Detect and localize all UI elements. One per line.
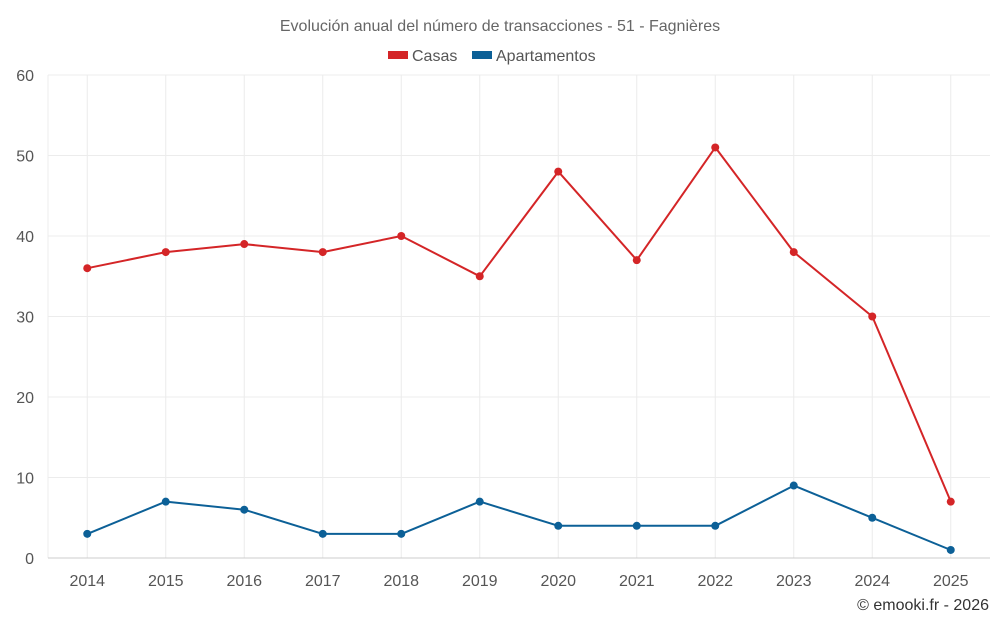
data-point-casas[interactable] — [240, 240, 249, 249]
x-axis: 2014 2015 2016 2017 2018 2019 2020 2021 2022 2023… — [69, 573, 968, 590]
credit-text: © emooki.fr - 2026 — [857, 597, 989, 614]
data-point-casas[interactable] — [946, 497, 955, 506]
y-axis: 0 10 20 30 40 50 60 — [16, 68, 34, 568]
data-point-apartamentos[interactable] — [632, 521, 641, 530]
data-point-casas[interactable] — [83, 264, 92, 273]
data-point-apartamentos[interactable] — [475, 497, 484, 506]
legend-label-casas[interactable]: Casas — [412, 48, 457, 65]
data-point-casas[interactable] — [397, 232, 406, 240]
x-tick-label: 2025 — [933, 573, 969, 590]
plot-area — [83, 143, 955, 554]
y-tick-label: 30 — [16, 310, 34, 327]
x-tick-label: 2024 — [854, 573, 890, 590]
legend-swatch-casas — [388, 51, 408, 59]
y-tick-label: 20 — [16, 390, 34, 407]
data-point-apartamentos[interactable] — [946, 545, 955, 554]
x-tick-label: 2018 — [383, 573, 419, 590]
x-tick-label: 2020 — [540, 573, 576, 590]
x-tick-label: 2022 — [697, 573, 733, 590]
data-point-casas[interactable] — [789, 248, 798, 257]
data-point-apartamentos[interactable] — [711, 521, 720, 530]
x-tick-label: 2023 — [776, 573, 812, 590]
data-point-apartamentos[interactable] — [318, 529, 327, 538]
x-tick-label: 2019 — [462, 573, 498, 590]
y-tick-label: 60 — [16, 68, 34, 85]
x-tick-label: 2017 — [305, 573, 341, 590]
data-point-casas[interactable] — [475, 272, 484, 281]
data-point-apartamentos[interactable] — [240, 505, 249, 514]
legend: Casas Apartamentos — [388, 48, 596, 65]
data-point-casas[interactable] — [161, 248, 170, 257]
legend-swatch-apartamentos — [472, 51, 492, 59]
data-point-apartamentos[interactable] — [789, 481, 798, 490]
x-tick-label: 2016 — [226, 573, 262, 590]
x-tick-label: 2014 — [69, 573, 105, 590]
grid — [47, 74, 990, 559]
data-point-casas[interactable] — [554, 167, 563, 176]
x-tick-label: 2015 — [148, 573, 184, 590]
y-tick-label: 50 — [16, 149, 34, 166]
y-tick-label: 0 — [25, 551, 34, 568]
data-point-apartamentos[interactable] — [83, 529, 92, 538]
data-point-casas[interactable] — [868, 312, 877, 321]
y-tick-label: 10 — [16, 471, 34, 488]
y-tick-label: 40 — [16, 229, 34, 246]
data-point-apartamentos[interactable] — [397, 529, 406, 538]
data-point-casas[interactable] — [711, 143, 720, 152]
legend-label-apartamentos[interactable]: Apartamentos — [496, 48, 596, 65]
data-point-apartamentos[interactable] — [868, 513, 877, 522]
x-tick-label: 2021 — [619, 573, 655, 590]
series-line-casas — [87, 146, 952, 502]
chart-title: Evolución anual del número de transaccio… — [280, 18, 720, 35]
data-point-apartamentos[interactable] — [554, 521, 563, 530]
data-point-casas[interactable] — [318, 248, 327, 257]
data-point-apartamentos[interactable] — [161, 497, 170, 506]
series-line-apartamentos — [86, 484, 952, 551]
data-point-casas[interactable] — [632, 256, 641, 265]
